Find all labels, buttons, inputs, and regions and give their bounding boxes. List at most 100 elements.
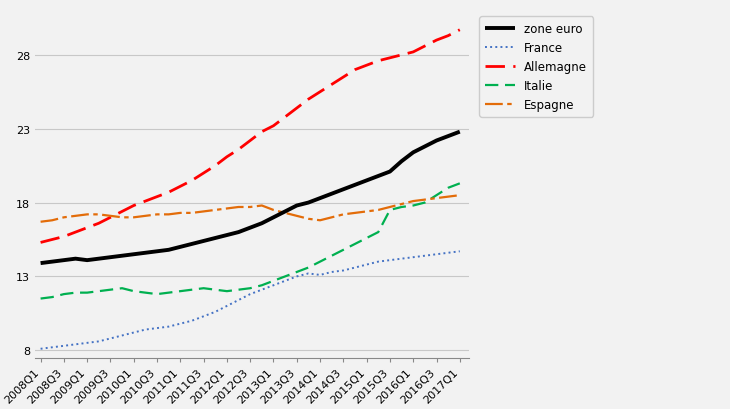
Allemagne [258, 130, 266, 135]
zone euro [456, 130, 464, 135]
Italie [444, 186, 453, 191]
Italie [36, 297, 45, 301]
Italie [129, 289, 138, 294]
France [188, 319, 196, 324]
France [199, 314, 208, 319]
France [60, 344, 69, 348]
Espagne [420, 198, 429, 202]
Italie [48, 295, 57, 300]
zone euro [420, 145, 429, 150]
zone euro [60, 258, 69, 263]
zone euro [350, 183, 359, 188]
France [456, 249, 464, 254]
Espagne [339, 212, 347, 217]
zone euro [258, 221, 266, 226]
France [118, 333, 126, 338]
France [281, 279, 290, 283]
Italie [258, 283, 266, 288]
zone euro [304, 200, 312, 205]
Espagne [176, 211, 185, 216]
France [71, 342, 80, 347]
Allemagne [60, 234, 69, 239]
Line: Allemagne: Allemagne [41, 31, 460, 243]
Italie [281, 274, 290, 279]
Allemagne [362, 63, 371, 68]
Italie [164, 290, 173, 295]
Line: Italie: Italie [41, 184, 460, 299]
zone euro [199, 239, 208, 244]
Italie [432, 193, 441, 198]
Allemagne [36, 240, 45, 245]
France [164, 324, 173, 329]
zone euro [234, 230, 243, 235]
zone euro [315, 196, 324, 201]
Espagne [374, 208, 383, 213]
France [36, 346, 45, 351]
France [362, 263, 371, 267]
Italie [362, 236, 371, 241]
Allemagne [246, 139, 255, 144]
Espagne [60, 215, 69, 220]
Italie [269, 279, 278, 283]
France [350, 265, 359, 270]
France [211, 310, 220, 315]
Allemagne [211, 164, 220, 169]
Espagne [385, 205, 394, 210]
Italie [118, 286, 126, 291]
Espagne [82, 212, 91, 217]
Italie [350, 242, 359, 247]
Espagne [199, 209, 208, 214]
Allemagne [327, 83, 336, 88]
Allemagne [315, 90, 324, 95]
Italie [199, 286, 208, 291]
Italie [71, 290, 80, 295]
France [82, 341, 91, 346]
Italie [456, 182, 464, 187]
Allemagne [106, 215, 115, 220]
Italie [94, 289, 103, 294]
zone euro [339, 187, 347, 192]
Italie [385, 208, 394, 213]
zone euro [71, 256, 80, 261]
Allemagne [153, 195, 161, 200]
Espagne [269, 208, 278, 213]
zone euro [246, 226, 255, 231]
Espagne [48, 218, 57, 223]
France [153, 326, 161, 331]
Legend: zone euro, France, Allemagne, Italie, Espagne: zone euro, France, Allemagne, Italie, Es… [480, 17, 593, 117]
Italie [420, 200, 429, 205]
France [106, 336, 115, 341]
Allemagne [188, 178, 196, 183]
zone euro [374, 174, 383, 179]
zone euro [293, 204, 301, 209]
zone euro [362, 178, 371, 183]
Allemagne [141, 199, 150, 204]
Allemagne [82, 226, 91, 231]
zone euro [223, 233, 231, 238]
Espagne [188, 211, 196, 216]
Espagne [315, 218, 324, 223]
Espagne [293, 214, 301, 219]
Espagne [281, 211, 290, 216]
zone euro [211, 236, 220, 241]
France [339, 268, 347, 273]
Italie [409, 204, 418, 209]
Espagne [444, 195, 453, 200]
Espagne [94, 212, 103, 217]
Italie [304, 265, 312, 270]
Espagne [456, 193, 464, 198]
France [141, 327, 150, 332]
Italie [327, 254, 336, 258]
zone euro [106, 255, 115, 260]
Italie [234, 288, 243, 292]
France [315, 273, 324, 278]
zone euro [281, 209, 290, 214]
Espagne [71, 214, 80, 219]
zone euro [327, 192, 336, 197]
France [293, 274, 301, 279]
Italie [141, 290, 150, 295]
zone euro [444, 134, 453, 139]
France [246, 292, 255, 297]
Espagne [106, 214, 115, 219]
Allemagne [94, 221, 103, 226]
